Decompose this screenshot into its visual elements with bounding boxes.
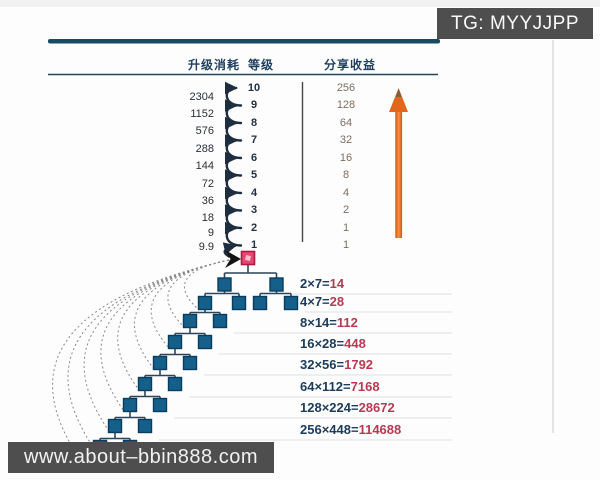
- level-value: 9: [250, 99, 258, 111]
- profit-value: 256: [336, 82, 356, 94]
- member-node-icon: [122, 397, 138, 413]
- profit-value: 1: [342, 222, 350, 234]
- formula-expression: 256×448=: [300, 422, 359, 437]
- formula-expression: 32×56=: [300, 357, 345, 372]
- cost-value: 18: [201, 212, 214, 224]
- level-value: 2: [250, 222, 258, 234]
- formula-expression: 4×7=: [300, 294, 330, 309]
- cost-value: 72: [201, 178, 214, 190]
- cost-value: 9: [207, 227, 214, 239]
- formula-row: 64×112=7168: [300, 379, 380, 395]
- profit-value: 128: [336, 99, 356, 111]
- formula-expression: 64×112=: [300, 379, 351, 394]
- cost-value: 1152: [190, 108, 214, 120]
- formula-row: 4×7=28: [300, 294, 344, 310]
- profit-value: 4: [342, 187, 350, 199]
- level-chain: [222, 81, 243, 258]
- top-rule: [48, 39, 440, 44]
- cost-value: 2304: [189, 91, 214, 103]
- header-col-level: 等级: [247, 58, 274, 72]
- formula-result: 7168: [350, 379, 380, 394]
- formula-row: 256×448=114688: [300, 422, 401, 438]
- profit-value: 64: [339, 117, 353, 129]
- member-node-icon: [167, 334, 183, 350]
- formula-expression: 128×224=: [300, 400, 359, 415]
- profit-value: 8: [342, 169, 350, 181]
- level-value: 8: [250, 117, 258, 129]
- telegram-watermark-badge: TG: MYYJJPP: [437, 8, 593, 39]
- formula-row: 128×224=28672: [300, 400, 395, 416]
- profit-value: 2: [342, 204, 350, 216]
- member-node-icon: [167, 376, 183, 392]
- formula-result: 1792: [344, 357, 374, 372]
- member-node-icon: [152, 397, 168, 413]
- level-value: 10: [247, 82, 261, 94]
- member-node-icon: [197, 295, 213, 311]
- top-edge-strip: [0, 0, 600, 7]
- formula-result: 112: [336, 315, 358, 330]
- formula-row: 2×7=14: [300, 276, 344, 292]
- member-node-icon: [137, 376, 153, 392]
- root-node-icon: [240, 250, 256, 266]
- member-node-icon: [107, 418, 123, 434]
- formula-row: 8×14=112: [300, 315, 358, 331]
- formula-expression: 8×14=: [300, 315, 337, 330]
- website-watermark-badge: www.about–bbin888.com: [8, 442, 274, 473]
- formula-row: 32×56=1792: [300, 357, 373, 373]
- member-node-icon: [283, 295, 299, 311]
- growth-arrow-icon: [389, 88, 408, 238]
- formula-result: 28: [329, 294, 345, 309]
- profit-value: 1: [342, 239, 350, 251]
- profit-value: 16: [339, 152, 353, 164]
- member-node-icon: [212, 313, 228, 329]
- member-node-icon: [182, 313, 198, 329]
- formula-row: 16×28=448: [300, 336, 366, 352]
- formula-result: 14: [329, 276, 345, 291]
- binary-tree: [92, 264, 299, 455]
- member-node-icon: [252, 295, 268, 311]
- header-col-cost: 升级消耗: [187, 58, 240, 72]
- member-node-icon: [197, 334, 213, 350]
- profit-value: 32: [339, 134, 353, 146]
- cost-value: 9.9: [198, 241, 214, 253]
- member-node-icon: [137, 418, 153, 434]
- root-pointer-arrow-icon: [225, 250, 241, 268]
- formula-result: 448: [344, 336, 366, 351]
- member-node-icon: [182, 355, 198, 371]
- member-node-icon: [152, 355, 168, 371]
- level-value: 6: [250, 152, 258, 164]
- referral-arcs: [52, 259, 230, 463]
- formula-expression: 2×7=: [300, 276, 330, 291]
- member-node-icon: [231, 295, 247, 311]
- level-value: 7: [250, 134, 258, 146]
- cost-value: 36: [201, 195, 214, 207]
- formula-underlines: [159, 293, 452, 441]
- cost-value: 576: [195, 125, 214, 137]
- cost-value: 288: [195, 143, 214, 155]
- level-value: 4: [250, 187, 258, 199]
- level-value: 3: [250, 204, 258, 216]
- header-col-profit: 分享收益: [323, 58, 376, 72]
- level-value: 1: [250, 239, 258, 251]
- member-node-icon: [269, 277, 284, 292]
- member-node-icon: [217, 277, 232, 292]
- level-value: 5: [250, 169, 258, 181]
- formula-result: 114688: [358, 422, 402, 437]
- formula-expression: 16×28=: [300, 336, 345, 351]
- cost-value: 144: [195, 160, 214, 172]
- formula-result: 28672: [358, 400, 395, 415]
